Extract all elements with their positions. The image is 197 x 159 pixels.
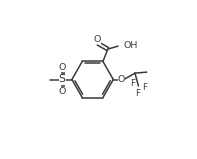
Text: O: O [58,63,66,73]
Text: F: F [142,83,147,92]
Text: F: F [135,89,140,98]
Text: S: S [59,75,66,84]
Text: O: O [58,86,66,96]
Text: O: O [118,75,125,84]
Text: F: F [130,79,136,88]
Text: OH: OH [124,41,138,50]
Text: O: O [94,35,101,45]
